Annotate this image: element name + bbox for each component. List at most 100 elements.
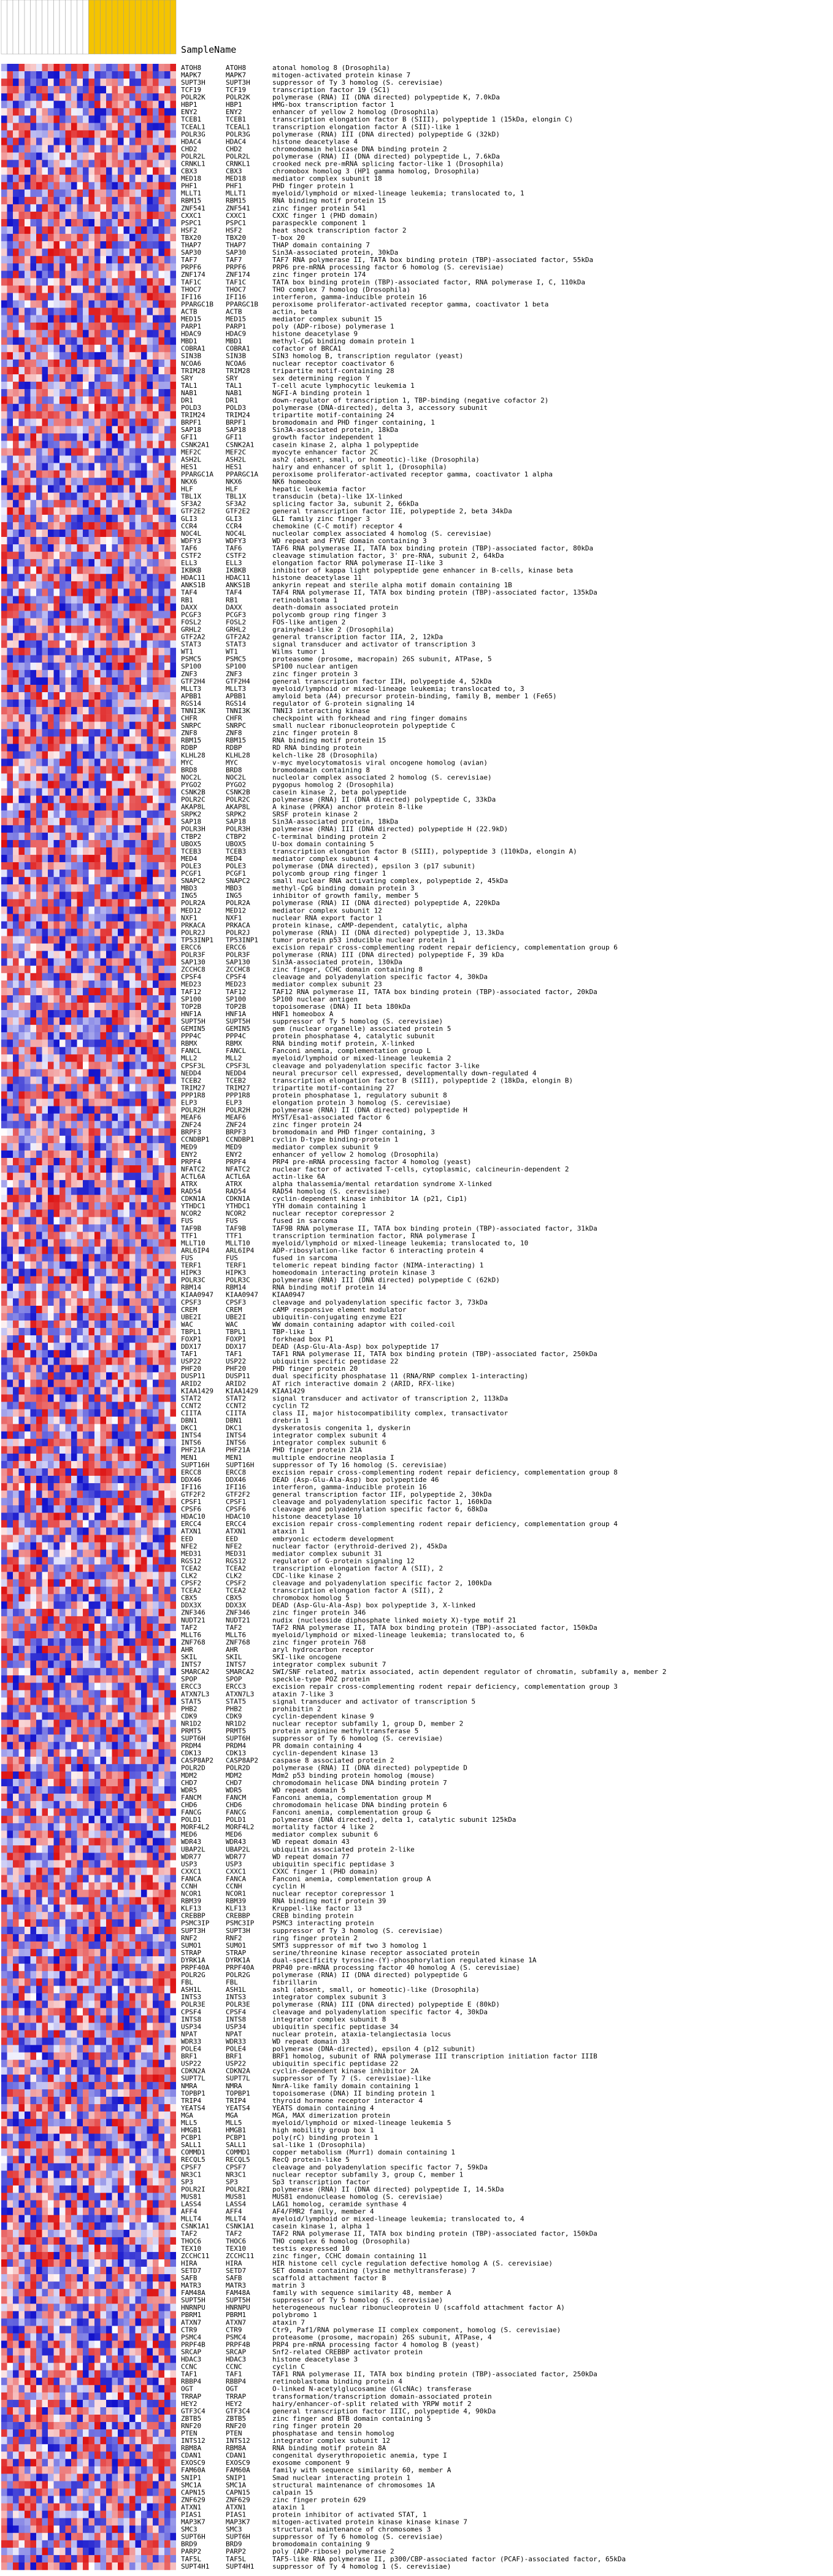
heatmap-cell [141, 758, 147, 766]
heatmap-cell [94, 330, 101, 338]
heatmap-cell [83, 987, 89, 996]
heatmap-cell [88, 574, 94, 582]
heatmap-cell [129, 182, 136, 190]
heatmap-cell [158, 160, 164, 168]
heatmap-cell [71, 803, 77, 811]
heatmap-cell [83, 877, 89, 885]
column-header-cell [88, 0, 95, 55]
heatmap-cell [71, 566, 77, 574]
heatmap-cell [18, 884, 25, 892]
heatmap-cell [153, 625, 159, 633]
heatmap-cell [83, 1173, 89, 1181]
heatmap-cell [141, 647, 147, 656]
heatmap-cell [123, 418, 129, 426]
heatmap-cell [118, 211, 124, 220]
heatmap-cell [83, 1076, 89, 1084]
heatmap-cell [135, 1246, 141, 1254]
heatmap-cell [100, 832, 106, 841]
heatmap-cell [170, 1032, 176, 1040]
column-header-cell [158, 0, 165, 55]
heatmap-cell [88, 596, 94, 604]
heatmap-cell [147, 1217, 153, 1225]
heatmap-cell [60, 529, 66, 538]
heatmap-cell [112, 485, 118, 493]
heatmap-cell [13, 396, 19, 404]
heatmap-cell [36, 189, 42, 198]
heatmap-cell [83, 714, 89, 722]
heatmap-cell [18, 174, 25, 183]
heatmap-cell [36, 581, 42, 589]
heatmap-cell [112, 101, 118, 109]
heatmap-cell [170, 167, 176, 175]
heatmap-cell [13, 855, 19, 863]
heatmap-cell [94, 751, 101, 759]
heatmap-cell [48, 810, 54, 819]
heatmap-cell [100, 418, 106, 426]
heatmap-cell [100, 352, 106, 360]
heatmap-cell [71, 1069, 77, 1077]
heatmap-cell [60, 1283, 66, 1292]
heatmap-cell [83, 611, 89, 619]
heatmap-cell [170, 1120, 176, 1129]
heatmap-cell [42, 426, 48, 434]
heatmap-cell [7, 1195, 13, 1203]
heatmap-cell [147, 987, 153, 996]
heatmap-cell [1, 1010, 7, 1018]
heatmap-cell [25, 1143, 31, 1151]
heatmap-cell [112, 1069, 118, 1077]
heatmap-cell [30, 951, 36, 959]
heatmap-cell [100, 359, 106, 368]
heatmap-cell [48, 352, 54, 360]
heatmap-cell [42, 93, 48, 101]
heatmap-cell [106, 463, 112, 471]
heatmap-cell [100, 1135, 106, 1144]
heatmap-cell [100, 492, 106, 501]
heatmap-cell [129, 603, 136, 611]
heatmap-cell [135, 596, 141, 604]
heatmap-cell [18, 1232, 25, 1240]
heatmap-cell [100, 366, 106, 375]
heatmap-cell [153, 174, 159, 183]
heatmap-cell [123, 581, 129, 589]
heatmap-cell [30, 145, 36, 153]
heatmap-cell [88, 1187, 94, 1195]
heatmap-cell [153, 455, 159, 463]
heatmap-cell [147, 1254, 153, 1262]
heatmap-cell [71, 1113, 77, 1122]
heatmap-cell [112, 1025, 118, 1033]
heatmap-cell [1, 137, 7, 145]
heatmap-cell [48, 389, 54, 397]
heatmap-cell [164, 1069, 171, 1077]
heatmap-cell [106, 773, 112, 781]
heatmap-cell [100, 1180, 106, 1188]
heatmap-cell [53, 684, 60, 693]
heatmap-cell [48, 552, 54, 560]
heatmap-cell [48, 803, 54, 811]
heatmap-cell [36, 492, 42, 501]
heatmap-cell [118, 744, 124, 752]
heatmap-cell [135, 1062, 141, 1070]
heatmap-cell [65, 492, 71, 501]
heatmap-cell [7, 655, 13, 663]
heatmap-cell [7, 692, 13, 700]
heatmap-cell [106, 832, 112, 841]
heatmap-cell [118, 448, 124, 456]
heatmap-cell [129, 1202, 136, 1210]
heatmap-cell [147, 359, 153, 368]
heatmap-cell [118, 618, 124, 626]
heatmap-cell [30, 1062, 36, 1070]
heatmap-cell [147, 870, 153, 877]
heatmap-cell [94, 1017, 101, 1025]
heatmap-cell [30, 1143, 36, 1151]
heatmap-cell [30, 344, 36, 353]
column-header-cell [77, 0, 83, 55]
heatmap-cell [141, 441, 147, 449]
heatmap-cell [147, 189, 153, 198]
heatmap-cell [100, 1047, 106, 1055]
heatmap-cell [112, 1091, 118, 1099]
heatmap-cell [94, 574, 101, 582]
heatmap-cell [25, 625, 31, 633]
heatmap-cell [118, 1261, 124, 1269]
heatmap-cell [30, 389, 36, 397]
heatmap-cell [153, 218, 159, 227]
